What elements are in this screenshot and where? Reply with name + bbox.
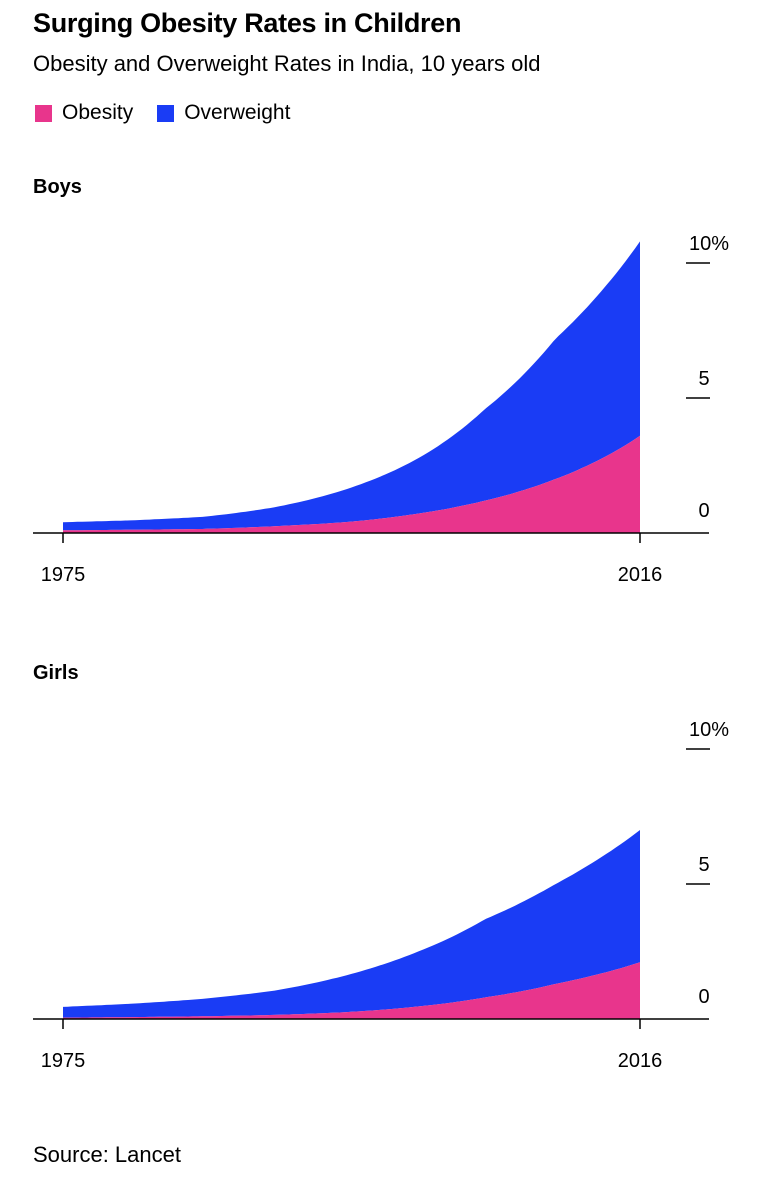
y-tick-label: 10% (689, 233, 729, 255)
obesity-area (63, 435, 640, 533)
chart-subtitle: Obesity and Overweight Rates in India, 1… (33, 51, 541, 76)
legend-swatch-overweight (157, 104, 175, 122)
source-note: Source: Lancet (33, 1142, 181, 1167)
y-tick-label: 5 (698, 854, 709, 876)
boys-area-chart: 1975 2016 10% 5 0 (33, 233, 729, 586)
legend: Obesity Overweight (35, 101, 314, 125)
obesity-area (63, 962, 640, 1019)
legend-swatch-obesity (35, 104, 52, 122)
panel-title-boys: Boys (33, 176, 82, 198)
legend-label-overweight: Overweight (184, 101, 291, 124)
x-tick-label: 1975 (41, 564, 86, 586)
legend-item-overweight: Overweight (157, 101, 290, 125)
y-tick-label: 10% (689, 719, 729, 741)
y-tick-label: 0 (698, 500, 709, 522)
chart-title: Surging Obesity Rates in Children (33, 8, 462, 38)
overweight-area (63, 241, 640, 531)
legend-label-obesity: Obesity (62, 101, 134, 124)
x-tick-label: 2016 (618, 1050, 663, 1072)
y-tick-label: 0 (698, 986, 709, 1008)
overweight-area (63, 830, 640, 1018)
x-tick-label: 1975 (41, 1050, 86, 1072)
legend-item-obesity: Obesity (35, 101, 133, 125)
girls-area-chart: 1975 2016 10% 5 0 (33, 719, 729, 1072)
panel-title-girls: Girls (33, 662, 79, 684)
x-tick-label: 2016 (618, 564, 663, 586)
y-tick-label: 5 (698, 368, 709, 390)
